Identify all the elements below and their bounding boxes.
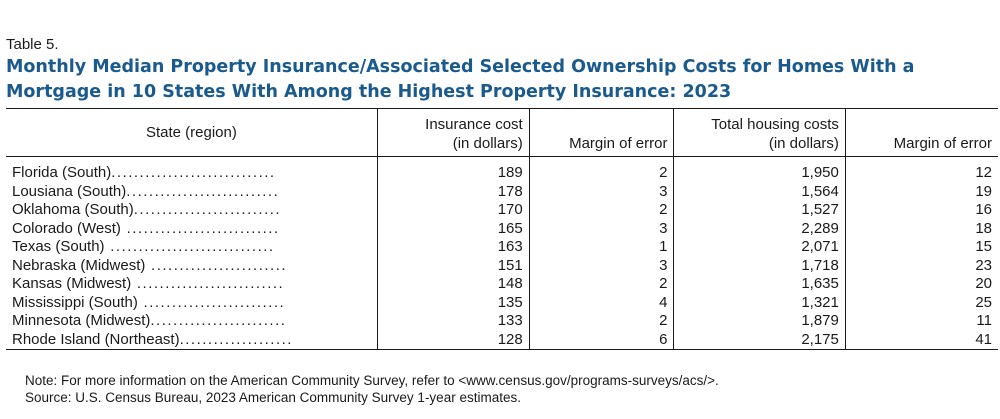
margin-of-error-housing: 18 xyxy=(844,219,998,238)
margin-of-error-insurance: 2 xyxy=(528,275,674,294)
header-total-housing-costs: Total housing costs (in dollars) xyxy=(673,108,846,157)
table-row: Rhode Island (Northeast)................… xyxy=(6,330,998,350)
table-title: Monthly Median Property Insurance/Associ… xyxy=(6,55,1000,105)
total-housing-costs: 1,950 xyxy=(673,156,846,183)
leader-dots: ........................... xyxy=(120,219,280,237)
margin-of-error-insurance: 3 xyxy=(528,219,674,238)
table-row: Texas (South) ..........................… xyxy=(6,238,998,257)
margin-of-error-insurance: 2 xyxy=(528,312,674,331)
header-state: State (region) xyxy=(145,124,237,141)
table-row: Lousiana (South)........................… xyxy=(6,182,998,201)
margin-of-error-insurance: 2 xyxy=(528,156,674,183)
total-housing-costs: 1,879 xyxy=(673,312,846,331)
title-line-1: Monthly Median Property Insurance/Associ… xyxy=(6,57,915,77)
source-text: Source: U.S. Census Bureau, 2023 America… xyxy=(25,390,521,405)
insurance-cost: 165 xyxy=(376,219,530,238)
margin-of-error-insurance: 1 xyxy=(528,238,674,257)
total-housing-costs: 1,635 xyxy=(673,275,846,294)
margin-of-error-insurance: 4 xyxy=(528,293,674,312)
note-text: Note: For more information on the Americ… xyxy=(25,373,719,388)
insurance-cost: 178 xyxy=(376,182,530,201)
table-row: Minnesota (Midwest).....................… xyxy=(6,312,998,331)
total-housing-costs: 2,071 xyxy=(673,238,846,257)
table-row: Nebraska (Midwest) .....................… xyxy=(6,256,998,275)
state-name: Mississippi (South) xyxy=(12,293,138,311)
state-name: Kansas (Midwest) xyxy=(12,275,132,292)
margin-of-error-housing: 16 xyxy=(844,201,998,220)
footnotes: Note: For more information on the Americ… xyxy=(6,372,1000,406)
total-housing-costs: 2,175 xyxy=(673,330,846,350)
insurance-cost: 148 xyxy=(376,275,530,294)
margin-of-error-housing: 23 xyxy=(844,256,998,275)
leader-dots: ........................ xyxy=(150,312,287,329)
insurance-cost: 135 xyxy=(376,293,530,312)
margin-of-error-insurance: 3 xyxy=(528,182,674,201)
insurance-cost: 170 xyxy=(376,201,530,220)
margin-of-error-housing: 15 xyxy=(844,238,998,257)
header-margin-of-error-2: Margin of error xyxy=(844,108,998,157)
total-housing-costs: 2,289 xyxy=(673,219,846,238)
title-line-2: Mortgage in 10 States With Among the Hig… xyxy=(6,82,732,102)
state-name: Rhode Island (Northeast) xyxy=(12,330,180,348)
state-name: Lousiana (South) xyxy=(12,182,127,200)
state-name: Nebraska (Midwest) xyxy=(12,256,146,274)
leader-dots: ........................ xyxy=(145,256,288,274)
leader-dots: ............................. xyxy=(111,164,276,181)
table-label: Table 5. xyxy=(6,36,59,53)
table-row: Oklahoma (South)........................… xyxy=(6,201,998,220)
insurance-cost: 128 xyxy=(376,330,530,350)
leader-dots: ......................... xyxy=(137,293,286,311)
margin-of-error-insurance: 2 xyxy=(528,201,674,220)
total-housing-costs: 1,564 xyxy=(673,182,846,201)
header-row: State (region) Insurance cost (in dollar… xyxy=(6,108,998,157)
leader-dots: ........................... xyxy=(126,182,280,200)
margin-of-error-housing: 25 xyxy=(844,293,998,312)
total-housing-costs: 1,527 xyxy=(673,201,846,220)
leader-dots: ............................. xyxy=(104,238,275,255)
margin-of-error-insurance: 6 xyxy=(528,330,674,350)
table-row: Florida (South).........................… xyxy=(6,156,998,183)
data-table: State (region) Insurance cost (in dollar… xyxy=(6,108,998,350)
insurance-cost: 133 xyxy=(376,312,530,331)
total-housing-costs: 1,321 xyxy=(673,293,846,312)
state-name: Minnesota (Midwest) xyxy=(12,312,151,329)
margin-of-error-housing: 11 xyxy=(844,312,998,331)
insurance-cost: 151 xyxy=(376,256,530,275)
leader-dots: .......................... xyxy=(131,275,285,292)
table-figure: Table 5. Monthly Median Property Insuran… xyxy=(6,36,1000,406)
state-name: Florida (South) xyxy=(12,164,112,181)
insurance-cost: 163 xyxy=(376,238,530,257)
table-row: Mississippi (South) ....................… xyxy=(6,293,998,312)
header-insurance-cost: Insurance cost (in dollars) xyxy=(376,108,530,157)
margin-of-error-housing: 12 xyxy=(844,156,998,183)
margin-of-error-insurance: 3 xyxy=(528,256,674,275)
margin-of-error-housing: 41 xyxy=(844,330,998,350)
state-name: Texas (South) xyxy=(12,238,105,255)
margin-of-error-housing: 19 xyxy=(844,182,998,201)
leader-dots: .................... xyxy=(179,330,293,348)
margin-of-error-housing: 20 xyxy=(844,275,998,294)
insurance-cost: 189 xyxy=(376,156,530,183)
table-row: Kansas (Midwest) .......................… xyxy=(6,275,998,294)
state-name: Oklahoma (South) xyxy=(12,201,134,218)
state-name: Colorado (West) xyxy=(12,219,121,237)
header-margin-of-error-1: Margin of error xyxy=(528,108,674,157)
total-housing-costs: 1,718 xyxy=(673,256,846,275)
leader-dots: .......................... xyxy=(133,201,282,218)
table-row: Colorado (West) ........................… xyxy=(6,219,998,238)
